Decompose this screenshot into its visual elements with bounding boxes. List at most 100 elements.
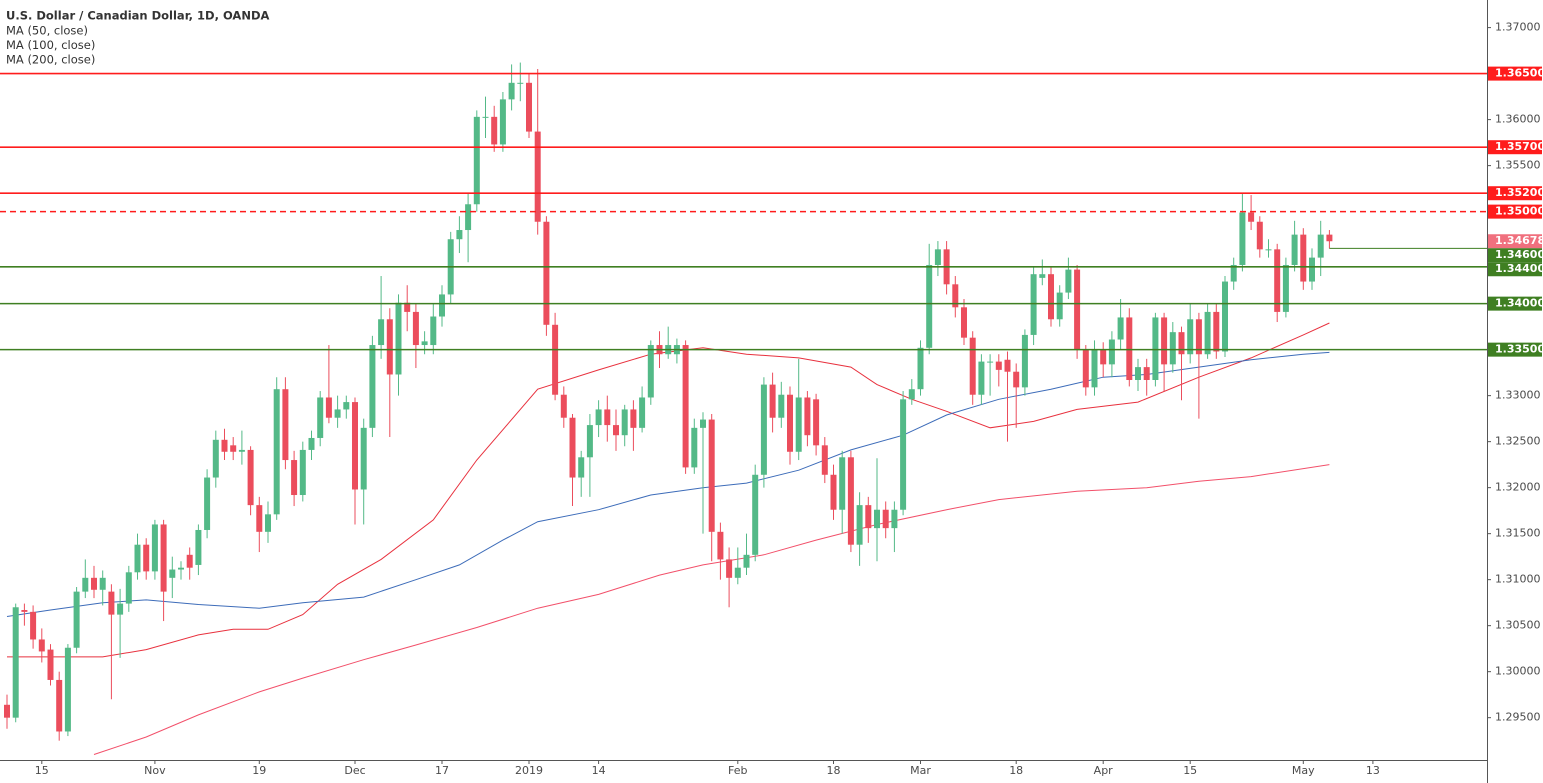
legend-entry: MA (200, close): [6, 53, 95, 67]
candle-body: [169, 569, 176, 578]
candle-body: [1309, 257, 1315, 282]
candle-body: [439, 294, 445, 317]
candle-body: [1317, 234, 1324, 258]
price-tag-label: 1.36500: [1495, 67, 1543, 80]
price-tag-label: 1.35000: [1495, 205, 1543, 218]
candle-body: [978, 361, 985, 395]
legend-entry: MA (50, close): [6, 24, 88, 38]
x-tick-label: 15: [1183, 764, 1197, 777]
candle-body: [639, 397, 646, 428]
price-tag: [1488, 262, 1542, 277]
candle-body: [308, 437, 315, 450]
candle-body: [4, 704, 10, 718]
price-tag-label: 1.34678: [1495, 234, 1543, 247]
candle-body: [569, 417, 576, 478]
candle-body: [1222, 281, 1228, 352]
candle-body: [795, 397, 802, 452]
x-tick-label: May: [1292, 764, 1315, 777]
y-tick-label: 1.32500: [1495, 435, 1541, 448]
y-tick-label: 1.35500: [1495, 159, 1541, 172]
candle-body: [1048, 274, 1054, 320]
candle-body: [1169, 332, 1176, 365]
candle-body: [934, 249, 941, 265]
candle-body: [1021, 334, 1028, 388]
price-tag-label: 1.34600: [1495, 248, 1543, 261]
y-tick-label: 1.31500: [1495, 527, 1541, 540]
candle-body: [778, 394, 785, 418]
candle-body: [1135, 367, 1141, 380]
candle-body: [273, 389, 280, 515]
candle-body: [1091, 349, 1098, 388]
candle-body: [108, 591, 115, 615]
price-tag: [1488, 66, 1542, 81]
candle-body: [1195, 319, 1202, 355]
candle-body: [534, 131, 541, 222]
x-tick-label: 13: [1366, 764, 1380, 777]
price-tag: [1488, 342, 1542, 357]
candle-body: [230, 445, 237, 452]
legend-entry: MA (100, close): [6, 38, 95, 52]
candle-body: [334, 409, 341, 418]
candle-body: [900, 399, 907, 510]
candle-body: [256, 505, 263, 532]
candle-body: [352, 402, 358, 490]
candle-body: [386, 319, 393, 375]
candle-body: [926, 264, 933, 348]
candle-body: [1108, 339, 1115, 365]
plot-area: [4, 62, 1333, 755]
candle-body: [586, 425, 593, 458]
candle-body: [1256, 221, 1263, 250]
candle-body: [1117, 317, 1124, 340]
candle-body: [813, 399, 820, 446]
candle-body: [378, 319, 385, 346]
candle-body: [317, 397, 324, 438]
candle-body: [186, 554, 193, 568]
candle-body: [195, 529, 202, 565]
candle-body: [1274, 249, 1281, 312]
candle-body: [143, 544, 150, 572]
price-tag-label: 1.35200: [1495, 186, 1543, 199]
candle-body: [38, 639, 45, 652]
candle-body: [73, 591, 80, 648]
candle-body: [30, 611, 37, 640]
candle-body: [151, 524, 158, 572]
x-tick-label: 18: [827, 764, 841, 777]
candle-body: [682, 345, 689, 468]
candle-body: [395, 302, 402, 375]
candle-body: [717, 531, 724, 560]
chart-title: U.S. Dollar / Canadian Dollar, 1D, OANDA: [6, 9, 270, 23]
y-tick-label: 1.37000: [1495, 21, 1541, 34]
candle-body: [952, 284, 959, 308]
candle-body: [708, 419, 715, 532]
candle-body: [621, 409, 628, 436]
y-tick-label: 1.30000: [1495, 665, 1541, 678]
candle-body: [882, 509, 889, 529]
candle-body: [1126, 317, 1133, 380]
candle-body: [456, 230, 463, 240]
y-tick-label: 1.29500: [1495, 711, 1541, 724]
price-tag-label: 1.33500: [1495, 343, 1543, 356]
candle-body: [430, 316, 437, 346]
candle-body: [726, 559, 733, 578]
x-tick-label: 2019: [515, 764, 543, 777]
candle-body: [1187, 319, 1194, 355]
candle-body: [517, 82, 524, 84]
candle-body: [560, 394, 567, 418]
candle-body: [743, 554, 750, 568]
candle-body: [12, 607, 19, 718]
candle-body: [1300, 234, 1307, 282]
candle-body: [482, 116, 489, 118]
candle-body: [117, 603, 124, 615]
candle-body: [1152, 317, 1159, 380]
candle-body: [804, 397, 811, 436]
candle-body: [830, 474, 837, 510]
candle-body: [1282, 264, 1289, 312]
candle-body: [630, 409, 637, 428]
candle-body: [1291, 234, 1298, 265]
price-tag-label: 1.34400: [1495, 262, 1543, 275]
candle-body: [691, 427, 698, 468]
x-tick-label: Mar: [910, 764, 931, 777]
candle-body: [613, 425, 619, 436]
price-tag: [1488, 296, 1542, 311]
